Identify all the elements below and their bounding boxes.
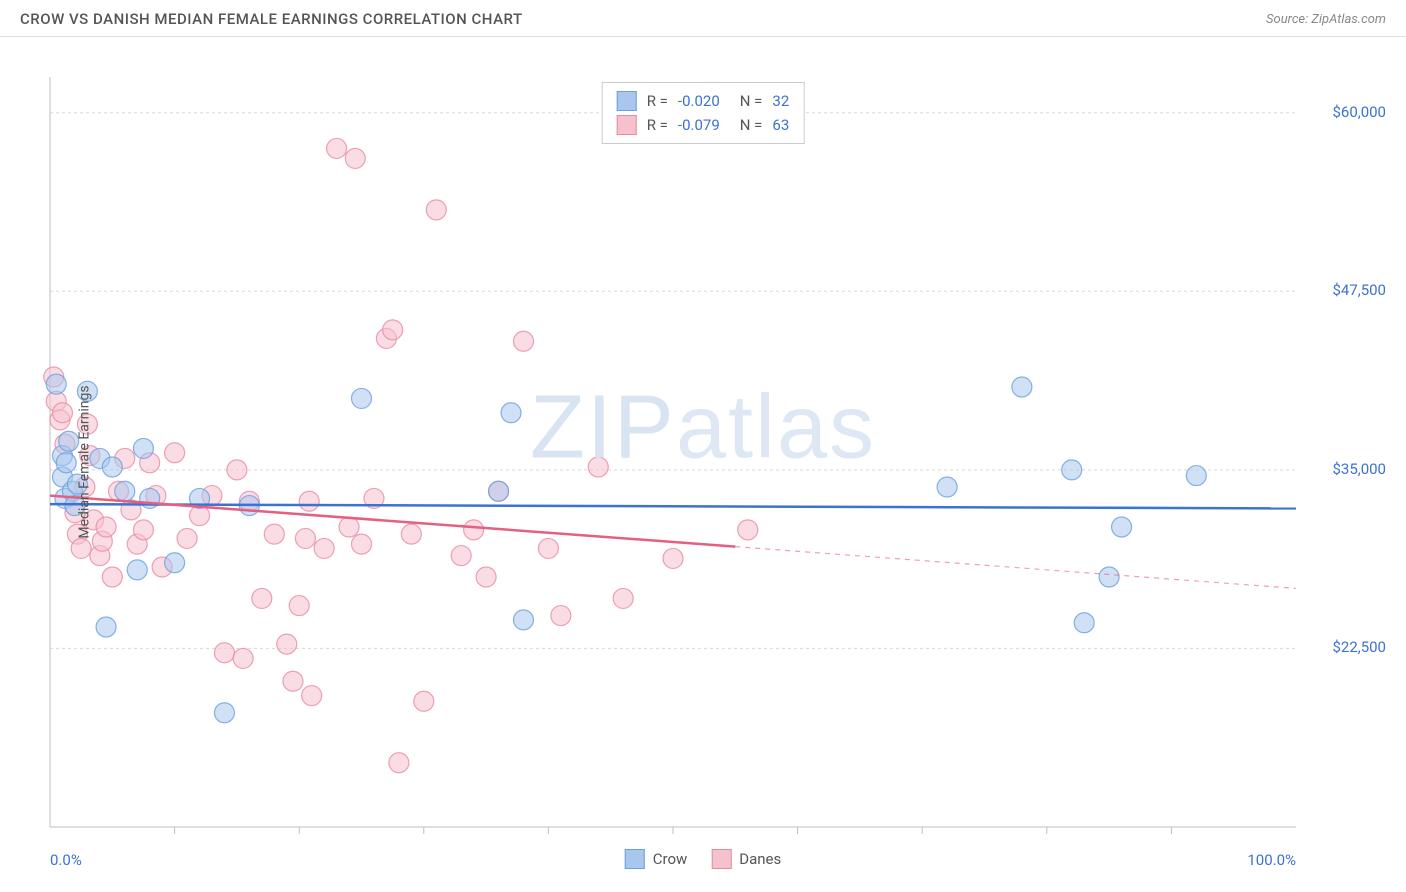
chart-container: ZIPatlas Median Female Earnings R = -0.0… [0, 37, 1406, 887]
legend-n-value: 32 [772, 92, 789, 110]
legend-swatch [617, 91, 637, 111]
legend-n-value: 63 [772, 116, 789, 134]
correlation-legend: R = -0.020 N = 32 R = -0.079 N = 63 [602, 82, 805, 144]
correlation-legend-row: R = -0.020 N = 32 [617, 89, 790, 113]
chart-source: Source: ZipAtlas.com [1266, 12, 1386, 27]
y-tick-label: $60,000 [1332, 103, 1386, 121]
series-legend-item: Crow [625, 849, 688, 869]
legend-r-label: R = [647, 116, 668, 134]
x-axis-min: 0.0% [50, 851, 82, 869]
chart-title: CROW VS DANISH MEDIAN FEMALE EARNINGS CO… [20, 10, 523, 28]
series-legend: Crow Danes [625, 849, 782, 869]
legend-r-label: R = [647, 92, 668, 110]
correlation-legend-row: R = -0.079 N = 63 [617, 113, 790, 137]
chart-header: CROW VS DANISH MEDIAN FEMALE EARNINGS CO… [0, 0, 1406, 37]
series-legend-label: Crow [653, 850, 688, 868]
chart-svg [0, 37, 1406, 887]
series-legend-label: Danes [739, 850, 781, 868]
legend-swatch [625, 849, 645, 869]
legend-swatch [617, 115, 637, 135]
y-tick-label: $47,500 [1332, 281, 1386, 299]
legend-n-label: N = [740, 116, 763, 134]
x-axis-max: 100.0% [1247, 851, 1296, 869]
legend-n-label: N = [740, 92, 763, 110]
legend-swatch [711, 849, 731, 869]
y-tick-label: $35,000 [1332, 460, 1386, 478]
y-axis-label: Median Female Earnings [77, 385, 93, 538]
series-legend-item: Danes [711, 849, 781, 869]
legend-r-value: -0.079 [678, 116, 720, 134]
y-tick-label: $22,500 [1332, 638, 1386, 656]
legend-r-value: -0.020 [678, 92, 720, 110]
